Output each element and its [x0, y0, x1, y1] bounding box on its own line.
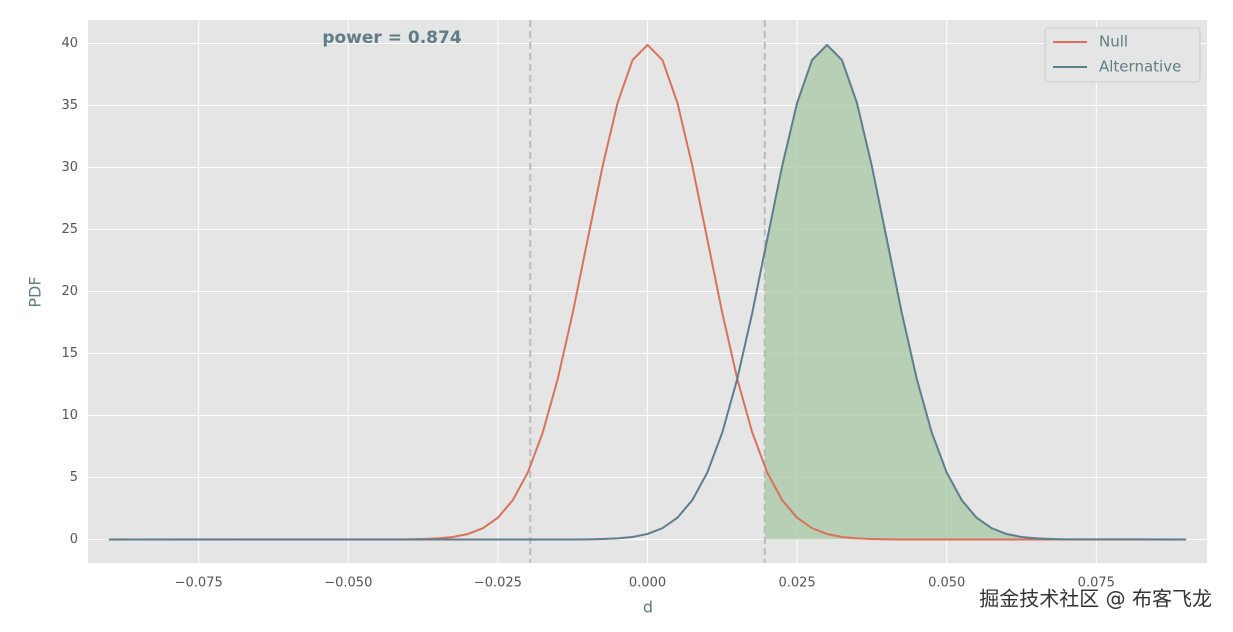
power-region — [764, 44, 1187, 540]
x-tick-label: −0.075 — [175, 576, 223, 591]
series-line — [108, 43, 1187, 541]
x-axis-label: d — [643, 598, 653, 617]
y-tick-label: 25 — [61, 222, 78, 237]
x-tick-label: 0.025 — [778, 576, 815, 591]
legend-label: Alternative — [1099, 58, 1181, 76]
y-tick-label: 20 — [61, 284, 78, 299]
y-axis-label: PDF — [26, 276, 45, 307]
x-tick-label: −0.025 — [474, 576, 522, 591]
x-tick-label: 0.075 — [1078, 576, 1115, 591]
legend-label: Null — [1099, 33, 1128, 51]
x-tick-label: 0.000 — [629, 576, 666, 591]
y-tick-label: 0 — [70, 532, 78, 547]
y-tick-label: 10 — [61, 408, 78, 423]
x-tick-label: 0.050 — [928, 576, 965, 591]
y-tick-label: 35 — [61, 98, 78, 113]
x-tick-label: −0.050 — [324, 576, 372, 591]
watermark: 掘金技术社区 @ 布客飞龙 — [979, 587, 1212, 611]
annotation: power = 0.874 — [322, 28, 461, 48]
y-tick-label: 30 — [61, 160, 78, 175]
y-tick-label: 5 — [70, 470, 78, 485]
y-tick-label: 40 — [61, 36, 78, 51]
y-tick-label: 15 — [61, 346, 78, 361]
